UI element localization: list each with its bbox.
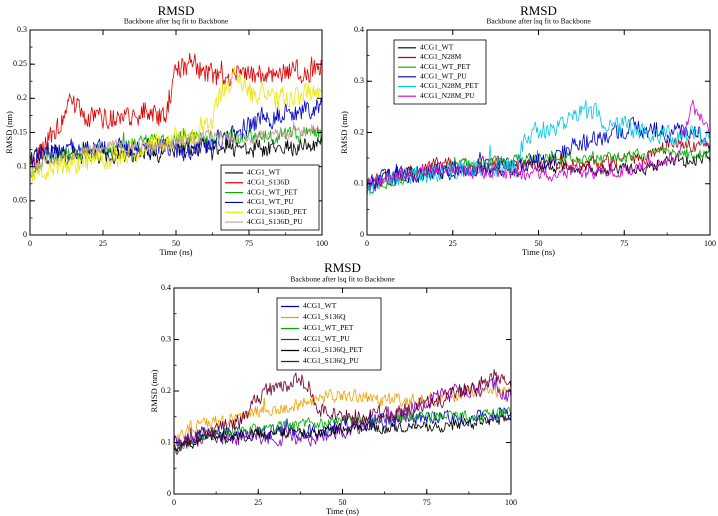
y-tick-label: 0.3 (17, 25, 27, 34)
chart-subtitle: Backbone after lsq fit to Backbone (486, 17, 591, 26)
chart-title: RMSD (520, 3, 557, 18)
y-tick-label: 0.1 (161, 437, 171, 446)
chart-title: RMSD (158, 3, 195, 18)
y-axis-label: RMSD (nm) (339, 111, 349, 154)
x-axis-label: Time (ns) (326, 506, 359, 516)
legend-label: 4CG1_WT_PU (420, 72, 467, 81)
series-line-4CG1_S136D_PET (30, 66, 322, 182)
y-tick-label: 0.2 (354, 127, 364, 136)
x-tick-label: 25 (449, 239, 457, 248)
x-tick-label: 75 (620, 239, 628, 248)
legend-label: 4CG1_WT (303, 301, 337, 310)
y-tick-label: 0.1 (17, 161, 27, 170)
y-tick-label: 0 (360, 230, 364, 239)
x-axis-label: Time (ns) (160, 247, 193, 257)
y-tick-label: 0.2 (17, 93, 27, 102)
legend-label: 4CG1_S136D (247, 177, 290, 186)
legend-label: 4CG1_S136Q_PET (303, 345, 363, 354)
series-line-4CG1_WT_PU (367, 116, 710, 193)
y-tick-label: 0 (23, 230, 27, 239)
chart-subtitle: Backbone after lsq fit to Backbone (290, 275, 395, 284)
y-tick-label: 0.2 (161, 386, 171, 395)
x-tick-label: 0 (365, 239, 369, 248)
y-tick-label: 0.3 (161, 334, 171, 343)
legend-label: 4CG1_S136D_PU (247, 217, 303, 226)
x-tick-label: 0 (28, 239, 32, 248)
legend-label: 4CG1_S136Q (303, 312, 346, 321)
series-lines (367, 99, 710, 197)
series-line-4CG1_WT_PET (174, 406, 511, 452)
legend-label: 4CG1_WT_PU (303, 334, 350, 343)
series-lines (30, 52, 322, 182)
y-tick-label: 0 (167, 489, 171, 498)
x-tick-label: 100 (505, 498, 517, 507)
series-line-4CG1_S136Q (174, 386, 511, 446)
x-axis-label: Time (ns) (522, 247, 555, 257)
legend-label: 4CG1_S136Q_PU (303, 356, 359, 365)
legend-box (393, 39, 487, 105)
legend-label: 4CG1_S136D_PET (247, 207, 307, 216)
x-tick-label: 25 (99, 239, 107, 248)
chart-title: RMSD (324, 260, 361, 275)
x-tick-label: 75 (423, 498, 431, 507)
y-tick-label: 0.3 (354, 76, 364, 85)
x-tick-label: 50 (339, 498, 347, 507)
legend-label: 4CG1_WT_PU (247, 197, 294, 206)
x-tick-label: 100 (316, 239, 328, 248)
legend-label: 4CG1_N28M_PET (420, 81, 479, 90)
legend-label: 4CG1_N28M (420, 52, 462, 61)
x-tick-label: 0 (172, 498, 176, 507)
series-line-4CG1_S136Q_PET (174, 411, 511, 453)
y-tick-label: 0.25 (13, 59, 27, 68)
legend-label: 4CG1_WT_PET (247, 187, 298, 196)
series-line-4CG1_S136D_PU (30, 121, 322, 178)
y-tick-label: 0.05 (13, 196, 27, 205)
y-tick-label: 0.15 (13, 127, 27, 136)
legend-label: 4CG1_WT (247, 168, 281, 177)
legend: 4CG1_WT4CG1_N28M4CG1_WT_PET4CG1_WT_PU4CG… (393, 39, 487, 105)
legend-box (276, 297, 382, 371)
x-tick-label: 75 (245, 239, 253, 248)
y-tick-label: 0.4 (354, 25, 364, 34)
y-axis-label: RMSD (nm) (4, 111, 14, 154)
series-lines (174, 368, 511, 456)
y-tick-label: 0.4 (161, 283, 171, 292)
legend-label: 4CG1_WT_PET (420, 62, 471, 71)
x-tick-label: 100 (704, 239, 716, 248)
legend-label: 4CG1_WT_PET (303, 323, 354, 332)
series-line-4CG1_S136D (30, 52, 322, 170)
legend: 4CG1_WT4CG1_S136D4CG1_WT_PET4CG1_WT_PU4C… (220, 164, 320, 231)
series-line-4CG1_N28M (367, 138, 710, 190)
legend-label: 4CG1_N28M_PU (420, 91, 475, 100)
series-line-4CG1_WT_PU (174, 376, 511, 449)
legend-box (220, 164, 320, 231)
chart-subtitle: Backbone after lsq fit to Backbone (124, 17, 229, 26)
x-tick-label: 25 (254, 498, 262, 507)
legend: 4CG1_WT 4CG1_S136Q 4CG1_WT_PET 4CG1_WT_PU 4C… (276, 297, 382, 371)
y-axis-label: RMSD (nm) (149, 369, 159, 412)
y-tick-label: 0.1 (354, 179, 364, 188)
legend-label: 4CG1_WT (420, 43, 454, 52)
series-line-4CG1_S136Q_PU (174, 368, 511, 456)
x-tick-label: 50 (535, 239, 543, 248)
x-tick-label: 50 (172, 239, 180, 248)
series-line-4CG1_N28M_PU (367, 99, 710, 190)
